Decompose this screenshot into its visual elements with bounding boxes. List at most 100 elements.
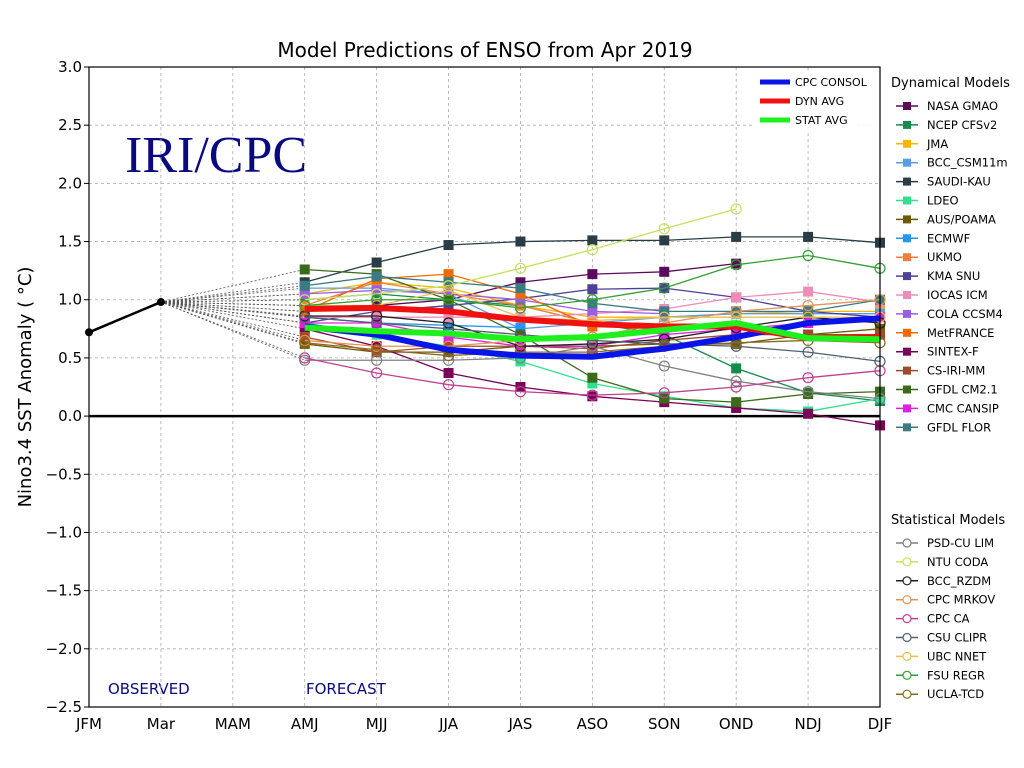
legend-label: BCC_RZDM xyxy=(927,574,991,588)
x-tick-label: AMJ xyxy=(291,715,319,733)
y-tick-label: 1.0 xyxy=(58,291,82,309)
csu-clipr-line xyxy=(304,316,881,363)
ucla-tcd-point xyxy=(371,344,383,356)
forecast-connector xyxy=(160,301,305,312)
cpc-ca-point xyxy=(802,372,814,384)
y-tick-label: −1.5 xyxy=(46,582,82,600)
sintex-f-point xyxy=(587,391,598,402)
fsu-regr-point xyxy=(371,294,383,306)
ubc-nnet-line xyxy=(304,289,880,322)
legend-label: NTU CODA xyxy=(927,555,988,569)
ukmo-point xyxy=(515,300,526,311)
legend-label: CPC CA xyxy=(927,612,970,626)
cpc-mrkov-point xyxy=(802,299,814,312)
csu-clipr-point xyxy=(299,311,311,323)
sintex-f-point xyxy=(803,408,814,419)
legend-label: CPC CONSOL xyxy=(795,76,868,89)
gfdl-cm2-1-point xyxy=(659,393,670,404)
ecmwf-point xyxy=(515,322,526,333)
fsu-regr-point xyxy=(299,299,311,312)
legend-marker xyxy=(902,670,912,680)
fsu-regr-point xyxy=(658,282,670,294)
cs-iri-mm-point xyxy=(299,331,310,342)
legend-label: COLA CCSM4 xyxy=(927,307,1003,321)
forecast-connector xyxy=(160,301,305,338)
csu-clipr-point xyxy=(730,340,742,352)
saudi-kau-point xyxy=(803,231,814,242)
x-tick-label: ASO xyxy=(577,715,609,733)
cpc-ca-point xyxy=(658,387,670,399)
ubc-nnet-point xyxy=(442,284,455,297)
legend-label: CMC CANSIP xyxy=(927,401,999,415)
saudi-kau-point xyxy=(515,236,526,247)
forecast-connector xyxy=(160,301,305,324)
legend-marker xyxy=(903,366,911,375)
cola-ccsm4-point xyxy=(515,294,526,305)
ldeo-point xyxy=(515,356,526,367)
y-tick-label: 0.0 xyxy=(58,407,82,425)
x-tick-label: SON xyxy=(648,715,681,733)
observed-line xyxy=(88,300,162,334)
legend-marker xyxy=(903,423,911,432)
legend-label: SINTEX-F xyxy=(927,345,979,359)
legend-marker xyxy=(903,347,911,356)
legend-label: LDEO xyxy=(927,194,959,208)
cs-iri-mm-point xyxy=(803,329,814,340)
watermark-logo: IRI/CPC xyxy=(125,127,307,184)
stat-avg-line xyxy=(304,319,881,343)
ntu-coda-point xyxy=(514,262,527,274)
aus-poama-point xyxy=(731,338,742,349)
nasa-gmao-point xyxy=(659,266,670,277)
legend-marker xyxy=(903,328,911,337)
ubc-nnet-point xyxy=(658,311,670,323)
legend-marker xyxy=(902,557,912,567)
kma-snu-point xyxy=(443,300,454,311)
legend-label: JMA xyxy=(926,137,948,151)
ntu-coda-point xyxy=(299,294,311,306)
metfrance-point xyxy=(515,288,526,299)
gfdl-flor-point xyxy=(443,277,454,288)
y-tick-label: 1.5 xyxy=(58,233,82,251)
legend-label: NASA GMAO xyxy=(927,99,998,113)
gfdl-flor-point xyxy=(515,283,526,294)
legend-label: STAT AVG xyxy=(795,114,848,127)
legend-label: CS-IRI-MM xyxy=(927,364,985,378)
gfdl-cm2-1-point xyxy=(731,397,742,408)
x-tick-label: NDJ xyxy=(794,715,821,733)
bcc-rzdm-line xyxy=(304,315,881,347)
legend-marker xyxy=(903,272,911,281)
cpc-ca-point xyxy=(299,352,311,364)
cpc-ca-line xyxy=(304,357,881,396)
x-tick-label: DJF xyxy=(868,715,893,733)
csu-clipr-point xyxy=(371,317,383,329)
ntu-coda-point xyxy=(586,244,598,256)
legend-marker xyxy=(903,139,911,148)
forecast-connector xyxy=(160,281,305,303)
jma-point xyxy=(443,283,454,294)
saudi-kau-point xyxy=(659,235,670,246)
cpc-mrkov-point xyxy=(371,340,383,352)
y-tick-label: 0.5 xyxy=(58,349,82,367)
legend-label: DYN AVG xyxy=(795,95,844,108)
nasa-gmao-point xyxy=(731,258,742,269)
legend-marker xyxy=(902,613,912,624)
cpc-ca-point xyxy=(371,367,383,379)
forecast-connector xyxy=(160,301,305,344)
fsu-regr-point xyxy=(802,249,814,262)
legend-marker xyxy=(902,632,912,643)
ecmwf-point xyxy=(443,320,454,331)
iocas-icm-point xyxy=(803,286,814,297)
legend-marker xyxy=(903,196,911,205)
x-tick-label: OND xyxy=(719,715,754,733)
gfdl-cm2-1-point xyxy=(587,372,598,383)
gfdl-cm2-1-point xyxy=(299,264,310,275)
ncep-cfsv2-point xyxy=(731,363,742,374)
csu-clipr-point xyxy=(802,346,814,358)
cpc-ca-point xyxy=(514,386,527,398)
fsu-regr-point xyxy=(514,302,527,314)
ntu-coda-point xyxy=(371,288,383,300)
cmc-cansip-point xyxy=(443,331,454,342)
iocas-icm-point xyxy=(731,292,742,303)
legend-marker xyxy=(902,651,912,662)
